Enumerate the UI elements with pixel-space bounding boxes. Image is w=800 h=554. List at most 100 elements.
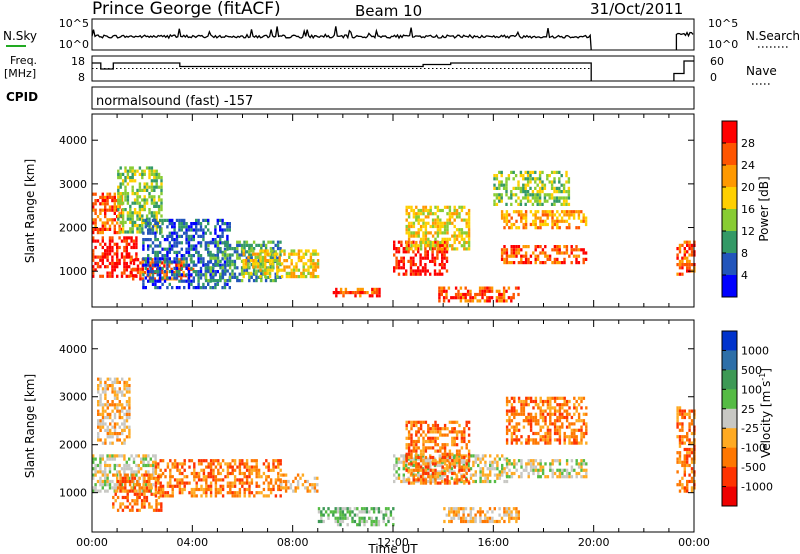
power-echo-cell [410, 231, 413, 235]
power-echo-cell [121, 227, 125, 231]
power-echo-cell [118, 205, 121, 209]
power-echo-cell [424, 234, 428, 238]
power-echo-cell [171, 238, 174, 242]
power-echo-cell [138, 195, 142, 199]
power-echo-cell [143, 198, 146, 202]
power-echo-cell [190, 238, 193, 242]
velocity-echo-cell [534, 465, 538, 469]
power-echo-cell [135, 245, 138, 250]
velocity-echo-cell [448, 513, 451, 517]
velocity-echo-cell [453, 481, 456, 485]
velocity-echo-cell [431, 462, 435, 466]
power-echo-cell [539, 219, 542, 223]
power-echo-cell [534, 257, 537, 261]
power-echo-cell [371, 294, 374, 298]
velocity-echo-cell [438, 463, 441, 468]
power-echo-cell [276, 243, 280, 247]
velocity-echo-cell [407, 443, 411, 447]
power-echo-cell [534, 199, 537, 203]
velocity-echo-cell [690, 457, 694, 461]
velocity-echo-cell [164, 475, 167, 479]
velocity-echo-cell [106, 463, 109, 468]
velocity-echo-cell [124, 483, 127, 487]
power-echo-cell [157, 220, 161, 224]
power-echo-cell [529, 261, 533, 265]
velocity-echo-cell [267, 487, 270, 492]
velocity-echo-cell [214, 475, 218, 479]
power-echo-cell [207, 260, 210, 264]
power-echo-cell [149, 257, 152, 261]
power-echo-cell [427, 240, 430, 245]
velocity-echo-cell [255, 468, 258, 472]
velocity-echo-cell [289, 483, 293, 487]
velocity-echo-cell [113, 403, 117, 407]
velocity-echo-cell [688, 438, 691, 442]
velocity-echo-cell [365, 519, 369, 524]
power-echo-cell [121, 192, 125, 196]
power-echo-cell [261, 262, 265, 266]
velocity-echo-cell [190, 494, 194, 498]
power-echo-cell [101, 239, 104, 243]
power-echo-cell [295, 275, 298, 279]
velocity-echo-cell [124, 473, 127, 477]
velocity-echo-cell [202, 471, 206, 476]
power-echo-cell [524, 226, 528, 230]
velocity-echo-cell [138, 486, 141, 490]
velocity-echo-cell [517, 516, 520, 520]
power-echo-cell [273, 252, 277, 256]
velocity-echo-cell [116, 390, 119, 394]
power-echo-cell [471, 299, 475, 303]
velocity-echo-cell [558, 415, 562, 420]
power-echo-cell [123, 261, 126, 266]
power-echo-cell [160, 230, 163, 234]
velocity-echo-cell [145, 489, 149, 493]
power-echo-cell [104, 227, 107, 231]
velocity-echo-cell [171, 484, 174, 488]
velocity-echo-cell [688, 412, 691, 416]
power-echo-cell [155, 182, 158, 186]
nave-label: Nave [746, 64, 777, 78]
power-echo-cell [524, 196, 527, 200]
power-echo-cell [116, 258, 119, 262]
power-echo-cell [558, 219, 561, 223]
velocity-echo-cell [436, 430, 440, 434]
velocity-echo-cell [229, 487, 232, 492]
power-echo-cell [228, 266, 232, 270]
power-echo-cell [143, 208, 146, 212]
velocity-echo-cell [133, 476, 137, 480]
velocity-echo-cell [176, 478, 179, 482]
power-echo-cell [219, 275, 222, 279]
power-echo-cell [101, 255, 104, 259]
power-echo-cell [314, 252, 317, 256]
power-echo-cell [187, 234, 191, 238]
velocity-echo-cell [183, 475, 186, 479]
power-echo-cell [510, 196, 513, 200]
power-echo-cell [147, 279, 150, 283]
time-tick-label: 12:00 [377, 536, 409, 549]
power-echo-cell [567, 193, 571, 197]
power-echo-cell [498, 193, 501, 197]
power-echo-cell [221, 286, 224, 290]
power-echo-cell [431, 244, 435, 248]
power-echo-cell [160, 185, 163, 189]
velocity-echo-cell [132, 473, 136, 477]
power-echo-cell [96, 215, 100, 219]
velocity-echo-cell [462, 460, 465, 464]
power-echo-cell [249, 249, 253, 253]
velocity-echo-cell [181, 487, 184, 492]
velocity-echo-cell [544, 422, 547, 426]
velocity-echo-cell [171, 494, 174, 498]
velocity-echo-cell [97, 438, 100, 442]
power-echo-cell [94, 227, 97, 231]
power-echo-cell [142, 279, 145, 283]
power-echo-cell [138, 227, 142, 231]
power-echo-cell [445, 259, 449, 263]
power-echo-cell [309, 255, 313, 259]
power-echo-cell [171, 247, 174, 251]
power-echo-cell [242, 262, 245, 266]
velocity-echo-cell [462, 507, 465, 511]
power-echo-cell [288, 265, 291, 269]
power-echo-cell [538, 202, 542, 206]
velocity-echo-cell [472, 516, 475, 520]
power-echo-cell [160, 270, 164, 275]
